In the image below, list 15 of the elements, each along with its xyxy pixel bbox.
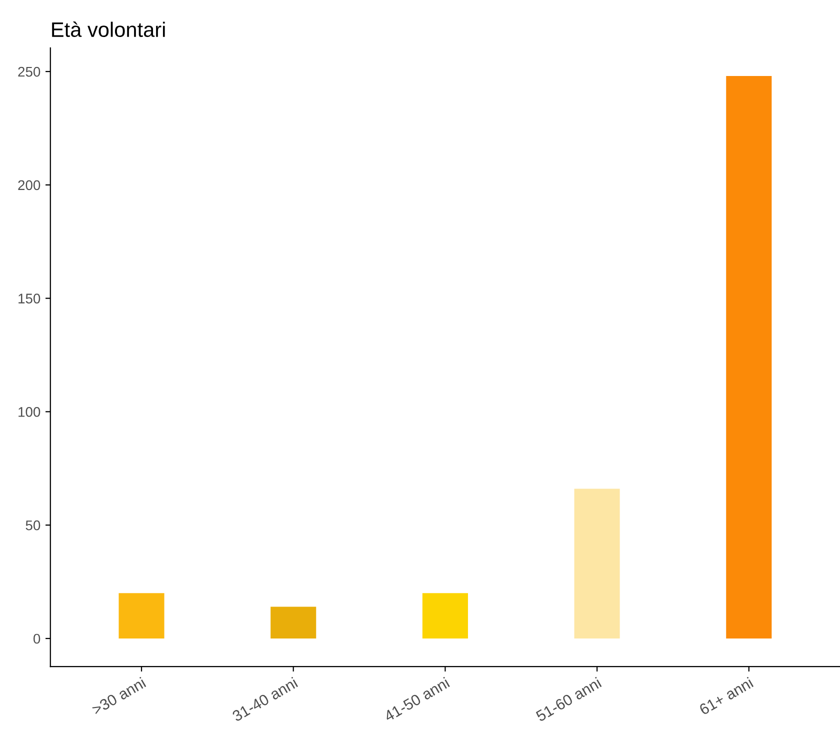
y-tick-label: 150 [18,294,40,304]
y-tick-label: 0 [33,634,40,644]
y-tick-label: 100 [18,407,40,417]
bar [270,606,316,638]
x-tick-label: 41-50 anni [382,676,450,722]
bar [574,488,620,638]
chart-title: Età volontari [52,21,165,38]
bar [118,593,164,638]
bar [422,593,468,638]
bar [726,76,772,638]
x-tick-label: >30 anni [91,676,146,716]
y-tick-label: 200 [18,180,40,190]
y-tick-label: 250 [18,66,40,77]
y-tick-label: 50 [26,520,40,530]
x-tick-label: 61+ anni [698,676,754,716]
